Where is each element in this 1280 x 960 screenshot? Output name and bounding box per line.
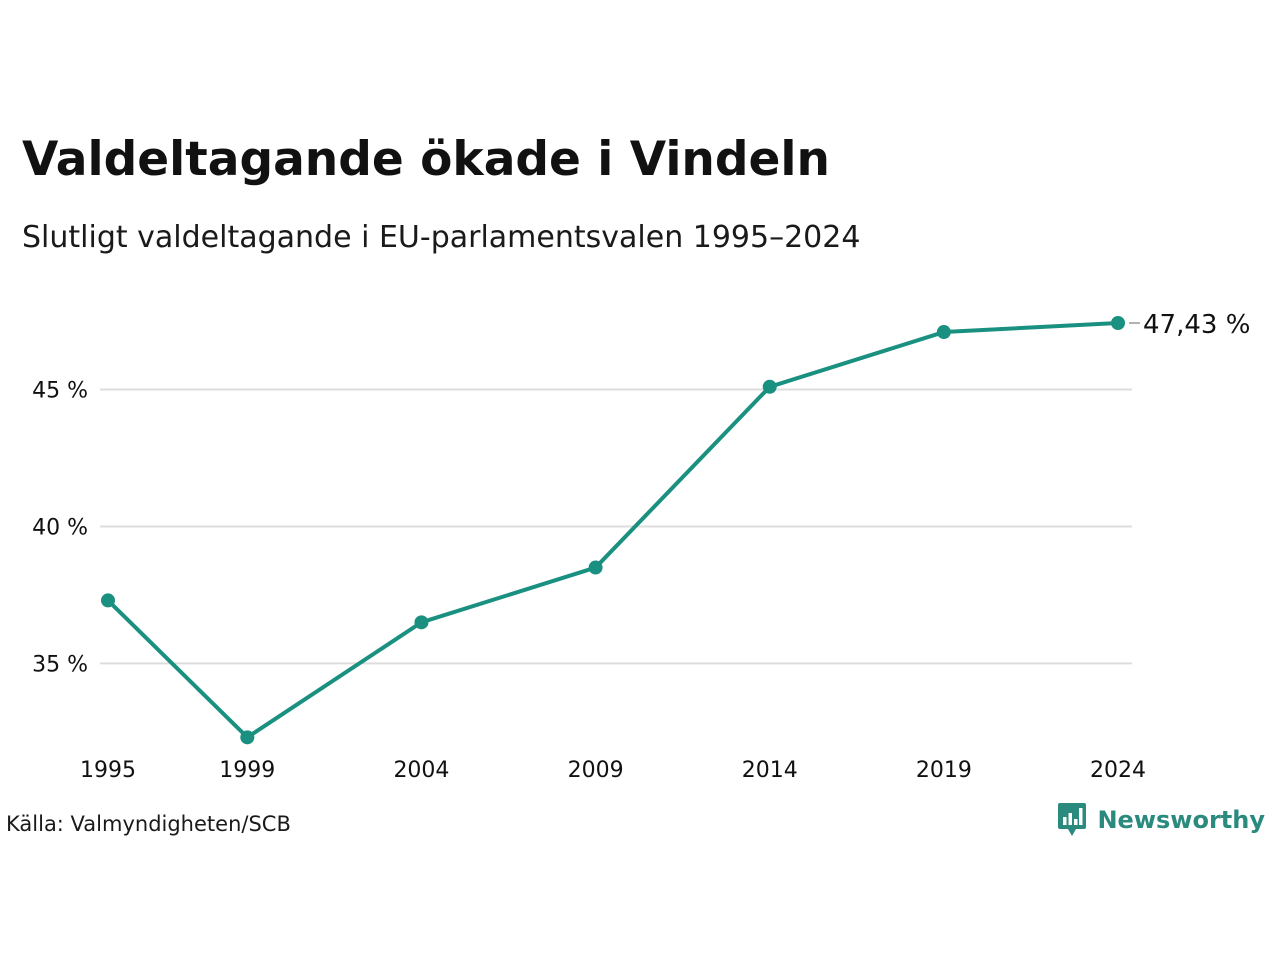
data-point bbox=[936, 325, 951, 340]
end-label-layer: 47,43 % bbox=[1129, 310, 1250, 340]
brand-name: Newsworthy bbox=[1097, 806, 1265, 834]
data-point bbox=[414, 615, 429, 630]
y-tick-label: 45 % bbox=[32, 379, 88, 404]
y-axis-ticks: 35 % 40 % 45 % bbox=[32, 379, 88, 678]
x-tick-label: 2014 bbox=[742, 758, 798, 783]
x-tick-label: 1999 bbox=[219, 758, 275, 783]
x-tick-label: 2019 bbox=[916, 758, 972, 783]
x-tick-label: 2024 bbox=[1090, 758, 1146, 783]
source-note: Källa: Valmyndigheten/SCB bbox=[6, 812, 291, 836]
chart-subtitle: Slutligt valdeltagande i EU-parlamentsva… bbox=[22, 220, 861, 255]
end-value-label: 47,43 % bbox=[1143, 310, 1250, 340]
y-tick-label: 40 % bbox=[32, 515, 88, 540]
newsworthy-logo-icon bbox=[1058, 803, 1087, 836]
grid-lines bbox=[100, 388, 1132, 665]
y-tick-label: 35 % bbox=[32, 652, 88, 677]
newsworthy-brand: Newsworthy bbox=[1057, 802, 1265, 838]
x-tick-label: 1995 bbox=[80, 758, 136, 783]
x-tick-label: 2004 bbox=[393, 758, 449, 783]
data-point bbox=[588, 560, 603, 575]
x-tick-label: 2009 bbox=[568, 758, 624, 783]
data-point bbox=[1111, 315, 1125, 330]
data-point bbox=[762, 379, 777, 394]
chart-title: Valdeltagande ökade i Vindeln bbox=[22, 132, 830, 187]
series-line-layer bbox=[106, 320, 1120, 740]
series-line bbox=[106, 320, 1120, 740]
data-points bbox=[101, 315, 1125, 745]
data-point bbox=[101, 593, 115, 608]
data-point bbox=[240, 730, 255, 745]
x-axis-ticks: 1995 1999 2004 2009 2014 2019 2024 bbox=[80, 758, 1146, 783]
